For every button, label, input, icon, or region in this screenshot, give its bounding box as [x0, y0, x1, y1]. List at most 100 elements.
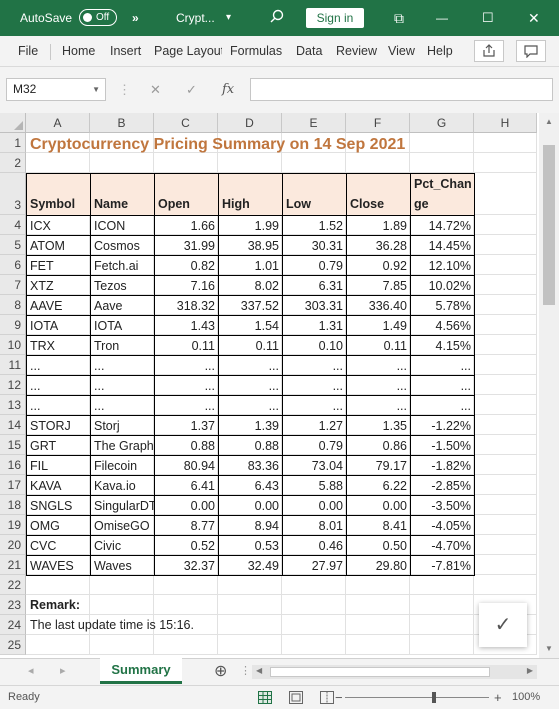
worksheet-grid[interactable]: A B C D E F G H 1 2 3 4 5 6 7 8 9 10 11 12 13 14 15 16 17 18 19 20 2…	[0, 113, 559, 658]
table-cell[interactable]: 1.54	[218, 315, 283, 336]
cell[interactable]	[26, 355, 90, 375]
row-header-25[interactable]: 25	[0, 635, 26, 655]
row-header-15[interactable]: 15	[0, 435, 26, 455]
cell[interactable]	[218, 515, 282, 535]
table-cell[interactable]: Tron	[90, 335, 155, 356]
cell[interactable]	[282, 335, 346, 355]
cell[interactable]	[346, 635, 410, 655]
cell[interactable]	[154, 375, 218, 395]
cell[interactable]	[218, 335, 282, 355]
row-header-17[interactable]: 17	[0, 475, 26, 495]
table-cell[interactable]: ...	[26, 355, 91, 376]
table-cell[interactable]: AAVE	[26, 295, 91, 316]
column-header-d[interactable]: D	[218, 113, 282, 133]
cell[interactable]	[410, 555, 474, 575]
table-cell[interactable]: 1.89	[346, 215, 411, 236]
cell[interactable]	[154, 153, 218, 173]
cell[interactable]	[346, 335, 410, 355]
column-header-a[interactable]: A	[26, 113, 90, 133]
table-cell[interactable]: Aave	[90, 295, 155, 316]
cell[interactable]	[154, 315, 218, 335]
cell[interactable]	[90, 555, 154, 575]
table-cell[interactable]: -1.82%	[410, 455, 475, 476]
table-cell[interactable]: 8.77	[154, 515, 219, 536]
cell[interactable]	[346, 315, 410, 335]
cell[interactable]	[90, 133, 154, 153]
zoom-slider-knob[interactable]	[432, 692, 436, 703]
horizontal-scroll-thumb[interactable]	[270, 667, 490, 677]
cell[interactable]	[346, 415, 410, 435]
title-dropdown-icon[interactable]: ▾	[226, 12, 232, 23]
row-header-14[interactable]: 14	[0, 415, 26, 435]
row-header-6[interactable]: 6	[0, 255, 26, 275]
table-cell[interactable]: IOTA	[90, 315, 155, 336]
cell[interactable]	[90, 375, 154, 395]
cell[interactable]	[346, 515, 410, 535]
table-cell[interactable]: 0.50	[346, 535, 411, 556]
zoom-in-button[interactable]: +	[494, 690, 502, 705]
cell[interactable]	[346, 575, 410, 595]
cell[interactable]	[90, 515, 154, 535]
cell[interactable]	[474, 635, 537, 655]
cell[interactable]	[346, 355, 410, 375]
cell[interactable]	[154, 455, 218, 475]
table-cell[interactable]: 8.94	[218, 515, 283, 536]
row-header-21[interactable]: 21	[0, 555, 26, 575]
table-cell[interactable]: 32.37	[154, 555, 219, 576]
cell[interactable]	[90, 153, 154, 173]
cell[interactable]	[346, 615, 410, 635]
row-header-2[interactable]: 2	[0, 153, 26, 173]
cell[interactable]	[90, 355, 154, 375]
cell[interactable]	[282, 275, 346, 295]
cell[interactable]	[90, 415, 154, 435]
table-cell[interactable]: CVC	[26, 535, 91, 556]
cell[interactable]	[282, 133, 346, 153]
cell[interactable]	[282, 535, 346, 555]
tab-insert[interactable]: Insert	[110, 44, 142, 58]
table-cell[interactable]: 1.43	[154, 315, 219, 336]
row-header-4[interactable]: 4	[0, 215, 26, 235]
cell[interactable]	[26, 375, 90, 395]
cell[interactable]	[90, 335, 154, 355]
table-cell[interactable]: 6.22	[346, 475, 411, 496]
cell[interactable]	[218, 595, 282, 615]
cell[interactable]	[474, 335, 537, 355]
prev-sheet-icon[interactable]: ◂	[28, 665, 34, 677]
table-cell[interactable]: Cosmos	[90, 235, 155, 256]
cell[interactable]	[218, 375, 282, 395]
cell[interactable]	[282, 455, 346, 475]
chevron-down-icon[interactable]: ▼	[92, 85, 100, 94]
cell[interactable]	[410, 255, 474, 275]
cell[interactable]	[218, 495, 282, 515]
cell[interactable]	[26, 535, 90, 555]
cell[interactable]	[346, 595, 410, 615]
table-cell[interactable]: OmiseGO	[90, 515, 155, 536]
cell[interactable]	[218, 635, 282, 655]
cell[interactable]	[218, 535, 282, 555]
table-cell[interactable]: 0.92	[346, 255, 411, 276]
cell[interactable]	[474, 255, 537, 275]
cell[interactable]	[26, 335, 90, 355]
cell[interactable]	[218, 315, 282, 335]
cell[interactable]	[410, 475, 474, 495]
table-cell[interactable]: 0.86	[346, 435, 411, 456]
table-cell[interactable]: 1.52	[282, 215, 347, 236]
minimize-button[interactable]: —	[436, 11, 448, 25]
table-cell[interactable]: 0.00	[282, 495, 347, 516]
cell[interactable]	[282, 575, 346, 595]
table-cell[interactable]: SNGLS	[26, 495, 91, 516]
row-header-7[interactable]: 7	[0, 275, 26, 295]
cell[interactable]	[154, 555, 218, 575]
cell[interactable]	[218, 435, 282, 455]
table-cell[interactable]: 336.40	[346, 295, 411, 316]
table-cell[interactable]: 14.72%	[410, 215, 475, 236]
cell[interactable]	[90, 315, 154, 335]
cell[interactable]	[218, 455, 282, 475]
table-cell[interactable]: 79.17	[346, 455, 411, 476]
cell[interactable]	[154, 635, 218, 655]
table-cell[interactable]: 0.11	[346, 335, 411, 356]
cell[interactable]	[410, 575, 474, 595]
name-box[interactable]: M32 ▼	[6, 78, 106, 101]
zoom-slider[interactable]	[345, 692, 489, 703]
table-cell[interactable]: 337.52	[218, 295, 283, 316]
